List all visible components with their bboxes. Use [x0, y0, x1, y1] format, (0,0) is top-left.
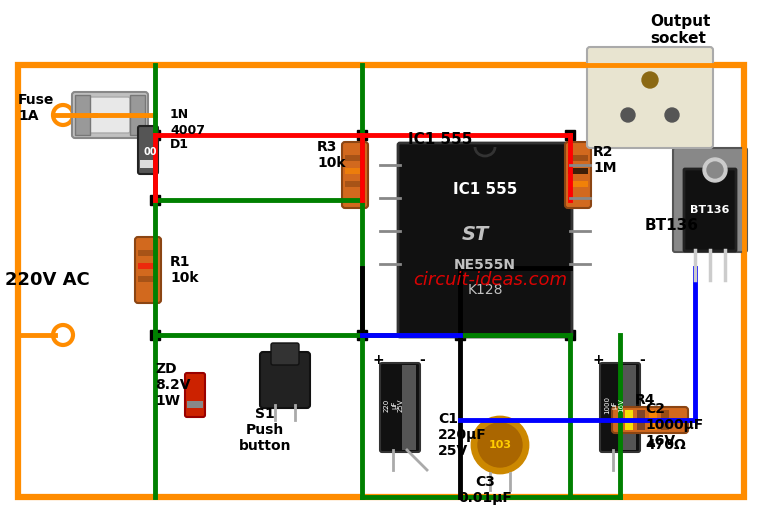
- Bar: [138, 263, 158, 269]
- Text: -: -: [639, 353, 645, 367]
- Bar: [150, 130, 160, 140]
- Bar: [637, 410, 645, 430]
- Bar: [568, 168, 588, 174]
- FancyBboxPatch shape: [600, 363, 640, 452]
- Circle shape: [621, 108, 635, 122]
- Text: R2
1M: R2 1M: [593, 145, 616, 175]
- Bar: [138, 276, 158, 282]
- Text: -: -: [419, 353, 425, 367]
- Text: 470Ω: 470Ω: [645, 438, 686, 452]
- Bar: [130, 95, 145, 135]
- FancyBboxPatch shape: [380, 363, 420, 452]
- FancyBboxPatch shape: [612, 407, 688, 433]
- Bar: [345, 181, 365, 187]
- Bar: [140, 160, 156, 168]
- Text: R4: R4: [635, 393, 655, 407]
- Bar: [150, 195, 160, 205]
- Text: R1
10k: R1 10k: [170, 255, 198, 285]
- Bar: [568, 181, 588, 187]
- Bar: [565, 195, 575, 205]
- FancyBboxPatch shape: [587, 47, 713, 148]
- Text: R3
10k: R3 10k: [317, 140, 345, 170]
- Bar: [150, 330, 160, 340]
- Text: NE555N: NE555N: [454, 258, 516, 272]
- Bar: [455, 330, 465, 340]
- Bar: [345, 155, 365, 161]
- Text: circuit-ideas.com: circuit-ideas.com: [413, 271, 567, 289]
- Text: K128: K128: [467, 283, 503, 297]
- FancyBboxPatch shape: [185, 373, 205, 417]
- Text: IC1 555: IC1 555: [453, 183, 517, 197]
- Text: 1000
µF
16V: 1000 µF 16V: [604, 396, 624, 414]
- Bar: [625, 410, 633, 430]
- Bar: [568, 155, 588, 161]
- Circle shape: [707, 162, 723, 178]
- FancyBboxPatch shape: [398, 143, 572, 337]
- Bar: [18, 65, 744, 497]
- Text: 1N
4007
D1: 1N 4007 D1: [170, 109, 205, 151]
- FancyBboxPatch shape: [673, 148, 747, 252]
- Text: +: +: [592, 353, 604, 367]
- Bar: [357, 195, 367, 205]
- Bar: [138, 250, 158, 256]
- Bar: [622, 365, 636, 450]
- Text: C2
1000µF
16V: C2 1000µF 16V: [645, 402, 703, 448]
- FancyBboxPatch shape: [72, 92, 148, 138]
- FancyBboxPatch shape: [271, 343, 299, 365]
- Text: ST: ST: [461, 225, 488, 245]
- Text: 220
µF
25V: 220 µF 25V: [384, 398, 404, 412]
- Text: S1
Push
button: S1 Push button: [239, 407, 291, 453]
- Bar: [357, 130, 367, 140]
- Text: C1
220µF
25V: C1 220µF 25V: [438, 412, 487, 458]
- Bar: [357, 330, 367, 340]
- FancyBboxPatch shape: [260, 352, 310, 408]
- FancyBboxPatch shape: [138, 126, 158, 174]
- Text: ZD
8.2V
1W: ZD 8.2V 1W: [155, 362, 190, 408]
- Circle shape: [642, 72, 658, 88]
- Bar: [75, 95, 90, 135]
- Text: C3
0.01µF: C3 0.01µF: [458, 475, 512, 505]
- Bar: [661, 410, 669, 430]
- Text: 00: 00: [143, 147, 157, 157]
- Text: Fuse
1A: Fuse 1A: [18, 93, 54, 123]
- Text: BT136: BT136: [645, 218, 699, 233]
- Text: Output
socket: Output socket: [650, 14, 710, 46]
- Text: BT136: BT136: [690, 205, 730, 215]
- Circle shape: [665, 108, 679, 122]
- Bar: [455, 263, 465, 273]
- Bar: [565, 130, 575, 140]
- Text: +: +: [372, 353, 384, 367]
- Text: 220V AC: 220V AC: [5, 271, 90, 289]
- Bar: [649, 410, 657, 430]
- Circle shape: [472, 417, 528, 473]
- Bar: [402, 365, 416, 450]
- Circle shape: [478, 423, 522, 467]
- Bar: [345, 168, 365, 174]
- Bar: [187, 401, 203, 408]
- FancyBboxPatch shape: [684, 169, 736, 251]
- Text: 103: 103: [488, 440, 511, 450]
- FancyBboxPatch shape: [135, 237, 161, 303]
- Bar: [565, 330, 575, 340]
- FancyBboxPatch shape: [88, 97, 130, 133]
- Circle shape: [703, 158, 727, 182]
- Text: IC1 555: IC1 555: [408, 132, 472, 147]
- FancyBboxPatch shape: [565, 142, 591, 208]
- FancyBboxPatch shape: [342, 142, 368, 208]
